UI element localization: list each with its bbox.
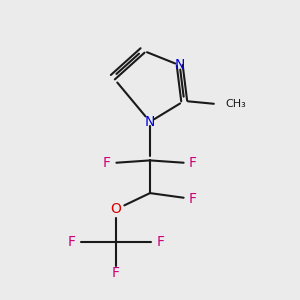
Text: CH₃: CH₃: [226, 99, 247, 109]
Text: F: F: [189, 192, 197, 206]
Text: F: F: [189, 156, 197, 170]
Text: F: F: [103, 156, 111, 170]
Text: F: F: [112, 266, 120, 280]
Text: O: O: [110, 202, 121, 216]
Text: F: F: [156, 235, 164, 249]
Text: N: N: [175, 58, 185, 72]
Text: N: N: [145, 115, 155, 129]
Text: F: F: [67, 235, 75, 249]
